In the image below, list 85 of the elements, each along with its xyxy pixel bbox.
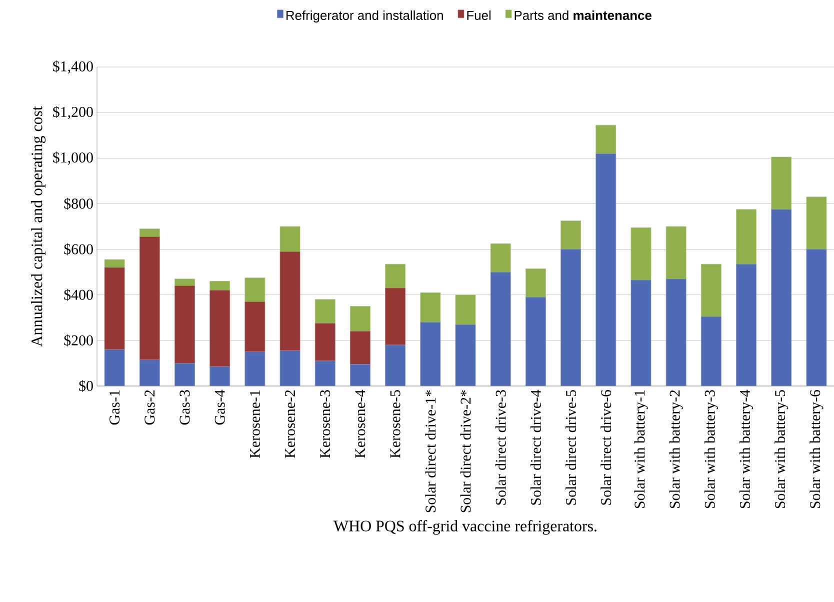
bar <box>455 324 476 386</box>
bar <box>560 249 581 386</box>
x-tick-label: Solar direct drive-5 <box>566 390 576 505</box>
bar <box>104 267 125 350</box>
x-tick-label: Kerosene-1 <box>250 390 260 458</box>
x-tick-label: Kerosene-3 <box>320 390 330 458</box>
x-tick-label: Solar with battery-2 <box>669 390 683 508</box>
y-tick-label: $600 <box>64 243 93 256</box>
bar <box>666 226 686 280</box>
bar <box>314 299 336 324</box>
x-tick-label: Kerosene-4 <box>355 390 366 458</box>
bar <box>525 296 546 386</box>
y-axis-title: Annualized capital and operating cost <box>31 106 46 347</box>
x-tick-label: Solar with battery-6 <box>810 390 824 508</box>
x-tick-label: Solar direct drive-1* <box>425 390 436 512</box>
bar <box>385 288 406 346</box>
legend-label: Parts and maintenance <box>514 10 652 20</box>
bar <box>104 349 125 386</box>
x-tick-label: Kerosene-5 <box>390 390 400 458</box>
bar <box>139 228 160 237</box>
bar <box>385 344 406 386</box>
bar <box>314 323 336 362</box>
x-tick-label: Solar with battery-5 <box>774 390 788 508</box>
bar <box>420 292 441 322</box>
bar <box>174 278 195 286</box>
bar <box>736 209 756 264</box>
bar <box>280 226 300 252</box>
bar <box>139 360 160 386</box>
bar <box>490 272 511 386</box>
bar <box>210 366 230 386</box>
bar <box>104 259 125 268</box>
bar <box>490 243 511 272</box>
y-tick-label: $1,200 <box>53 106 93 120</box>
y-tick-label: $400 <box>64 288 93 301</box>
x-tick-label: Gas-1 <box>110 390 120 425</box>
x-tick-label: Solar direct drive-2* <box>460 390 471 512</box>
bar <box>771 156 792 210</box>
bar <box>455 294 476 325</box>
bar <box>630 280 652 386</box>
bar <box>700 316 722 386</box>
x-axis-title: WHO PQS off-grid vaccine refrigerators. <box>334 520 596 535</box>
bar <box>560 220 581 250</box>
bar <box>139 236 160 360</box>
bar <box>596 153 616 386</box>
bar <box>420 322 441 386</box>
bar <box>806 249 827 386</box>
bar <box>244 278 266 302</box>
x-tick-label: Solar direct drive-4 <box>530 390 541 505</box>
x-tick-label: Solar with battery-3 <box>704 390 718 508</box>
bar <box>666 278 686 386</box>
x-tick-label: Gas-3 <box>180 390 190 425</box>
bar <box>244 301 266 352</box>
legend-label: Fuel <box>467 10 491 20</box>
bar <box>700 264 722 317</box>
x-tick-label: Solar direct drive-3 <box>495 390 506 505</box>
bar <box>350 306 370 332</box>
bar <box>350 364 370 386</box>
y-tick-label: $200 <box>64 334 93 346</box>
y-tick-label: $800 <box>64 198 93 210</box>
x-tick-label: Gas-4 <box>214 390 225 425</box>
bar <box>244 352 266 386</box>
legend-label: Refrigerator and installation <box>286 10 443 23</box>
x-tick-label: Kerosene-2 <box>285 390 296 458</box>
bar <box>210 280 230 290</box>
x-tick-label: Gas-2 <box>144 390 155 425</box>
y-tick-label: $0 <box>79 380 93 392</box>
x-tick-label: Solar with battery-4 <box>739 390 754 508</box>
x-tick-label: Solar direct drive-6 <box>600 390 612 505</box>
bar <box>314 360 336 386</box>
x-tick-label: Solar with battery-1 <box>634 390 648 508</box>
bar <box>280 350 300 386</box>
bar <box>174 286 195 364</box>
bar <box>210 290 230 367</box>
bar <box>806 196 827 250</box>
bar <box>174 363 195 386</box>
bar <box>630 227 652 280</box>
bar <box>596 124 616 154</box>
bar <box>385 264 406 288</box>
bar <box>771 209 792 386</box>
y-tick-label: $1,000 <box>53 152 93 165</box>
y-tick-label: $1,400 <box>53 60 93 74</box>
bar <box>525 268 546 298</box>
bar <box>280 251 300 351</box>
bar <box>350 331 370 365</box>
bar <box>736 264 756 386</box>
